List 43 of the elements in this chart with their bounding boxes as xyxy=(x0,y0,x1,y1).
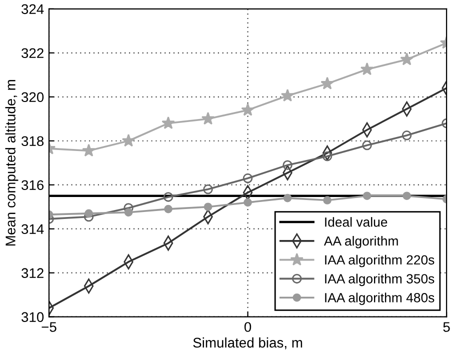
point xyxy=(163,192,174,202)
point xyxy=(283,194,292,202)
y-tick-label: 316 xyxy=(22,180,44,190)
point xyxy=(323,196,332,204)
y-tick-label: 324 xyxy=(22,4,44,14)
point xyxy=(162,116,175,130)
point xyxy=(322,151,332,162)
x-tick-label: −5 xyxy=(42,322,56,332)
point xyxy=(164,204,172,214)
point xyxy=(242,173,253,184)
legend-label: IAA algorithm 480s xyxy=(325,292,434,305)
point xyxy=(241,103,254,116)
y-tick-label: 310 xyxy=(22,312,44,322)
point xyxy=(362,140,372,150)
y-tick-label: 322 xyxy=(22,48,44,58)
y-tick-label: 320 xyxy=(22,92,44,102)
legend-label: IAA algorithm 220s xyxy=(325,254,434,268)
point xyxy=(402,192,411,200)
point xyxy=(320,76,334,90)
x-tick-label: 0 xyxy=(244,322,252,332)
point xyxy=(204,202,212,212)
point xyxy=(201,112,215,125)
point xyxy=(122,134,136,147)
legend-label: AA algorithm xyxy=(324,236,398,248)
y-tick-label: 312 xyxy=(22,268,44,278)
point xyxy=(360,62,374,76)
point xyxy=(84,209,93,218)
y-tick-label: 318 xyxy=(22,136,44,146)
x-tick-label: 5 xyxy=(443,322,450,332)
y-tick-label: 314 xyxy=(22,224,44,234)
point xyxy=(203,184,213,194)
y-axis-title: Mean computed altitude, m xyxy=(5,80,18,246)
point xyxy=(362,192,372,200)
point xyxy=(400,52,414,66)
legend-label: IAA algorithm 350s xyxy=(325,274,434,286)
point xyxy=(82,144,96,157)
point xyxy=(282,160,292,170)
point xyxy=(124,208,133,217)
point xyxy=(244,198,252,207)
x-axis-title: Simulated bias, m xyxy=(193,337,302,350)
legend-label: Ideal value xyxy=(325,217,388,227)
point xyxy=(402,130,412,140)
point xyxy=(280,88,294,102)
